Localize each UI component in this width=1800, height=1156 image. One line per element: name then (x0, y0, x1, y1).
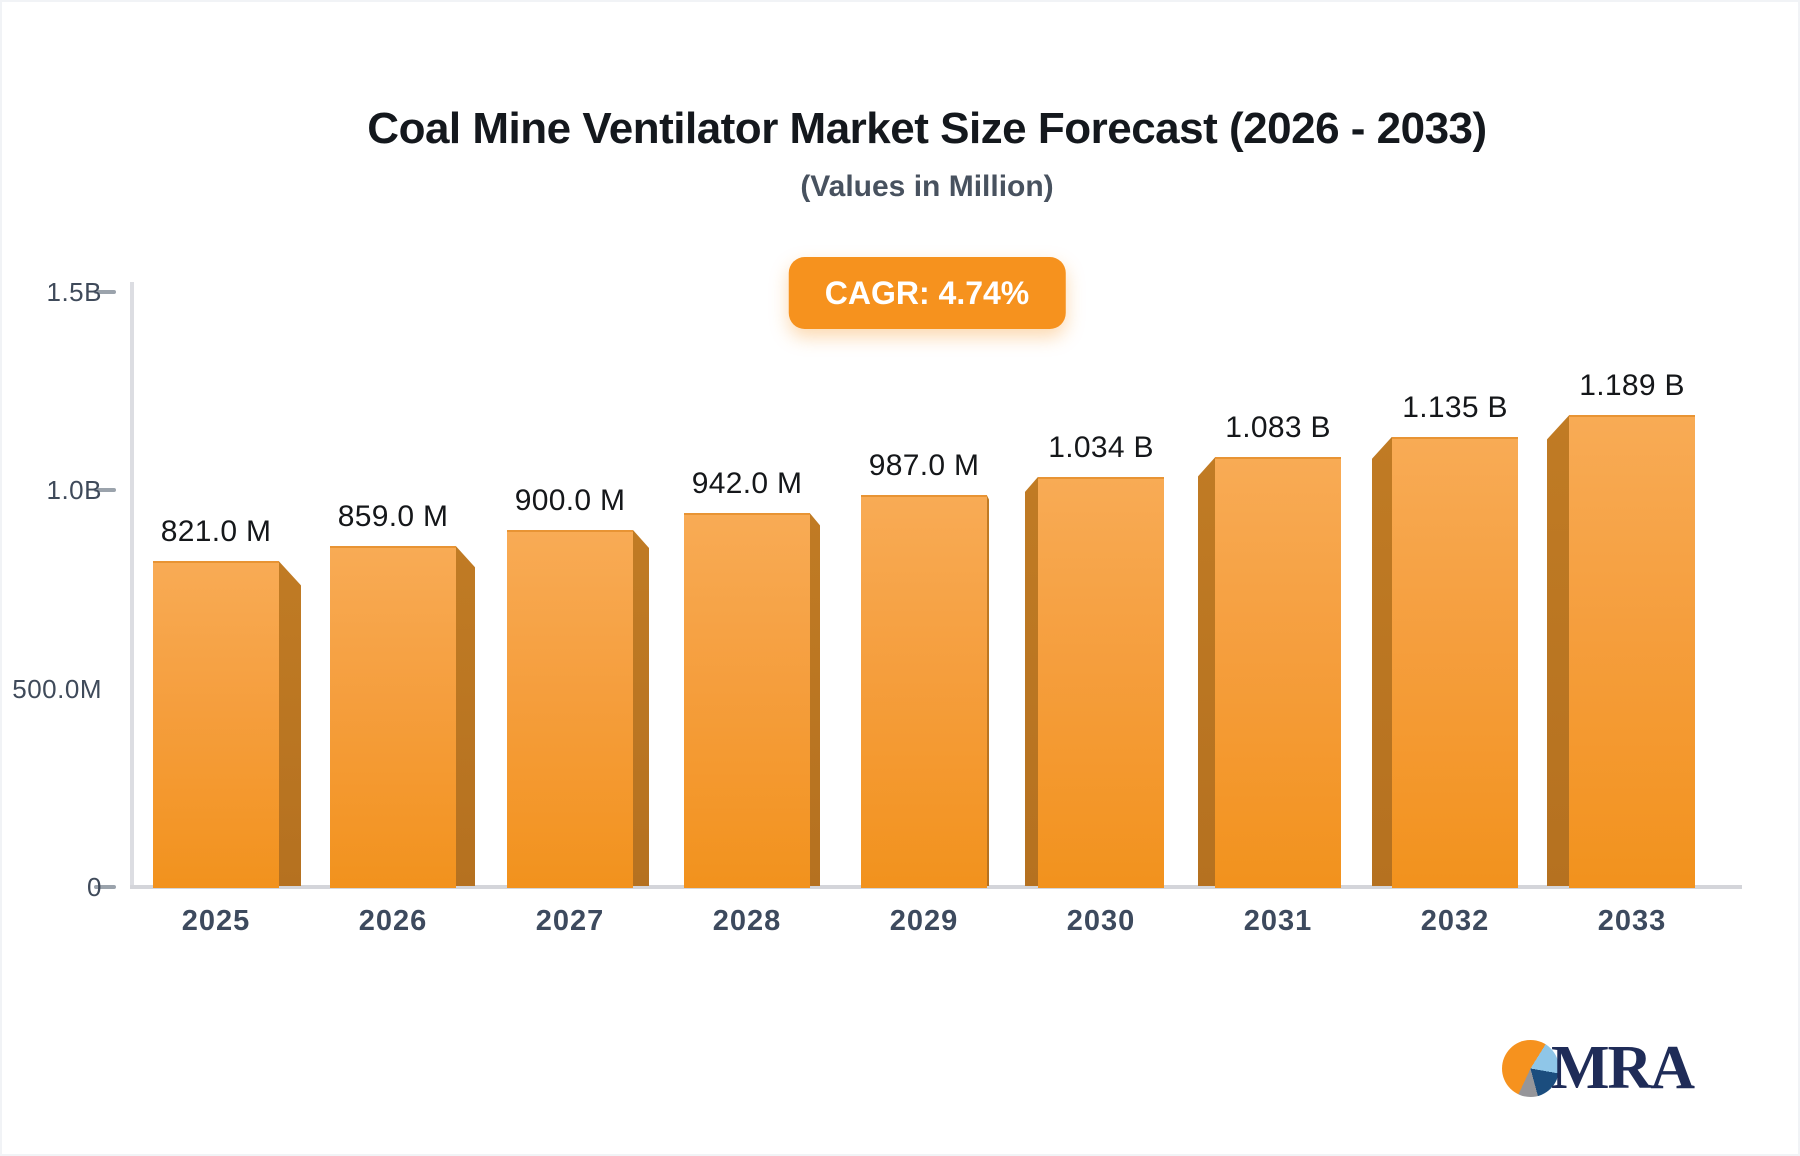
x-axis-category-label: 2029 (889, 905, 959, 937)
bar-value-label: 987.0 M (868, 449, 980, 483)
bar-3d-side (1198, 457, 1215, 886)
x-axis-category-label: 2031 (1243, 905, 1313, 937)
x-axis-category-label: 2032 (1420, 905, 1490, 937)
y-axis-tick-label: 500.0M (12, 673, 102, 704)
bar-3d-side (279, 561, 301, 886)
x-axis-category-label: 2028 (712, 905, 782, 937)
bar-2027 (507, 530, 633, 888)
bar-2029 (861, 495, 987, 888)
bar-3d-side (1547, 415, 1569, 886)
bar-value-label: 942.0 M (691, 467, 803, 501)
y-axis-tick-label: 0 (87, 872, 102, 902)
y-axis-tick-mark (94, 290, 116, 294)
bar-3d-side (1025, 476, 1038, 886)
bar-3d-side (810, 513, 820, 886)
pie-chart-logo-icon (1502, 1040, 1559, 1097)
bar-2031 (1215, 457, 1341, 888)
bar-value-label: 1.083 B (1225, 411, 1331, 445)
x-axis-category-label: 2026 (358, 905, 428, 937)
bar-3d-side (1372, 436, 1392, 886)
bar-2033 (1569, 415, 1695, 888)
bar-value-label: 1.135 B (1402, 390, 1508, 424)
bar-value-label: 1.034 B (1048, 430, 1154, 464)
bar-value-label: 900.0 M (514, 484, 626, 517)
bar-3d-side (456, 546, 475, 886)
bar-value-label: 821.0 M (160, 515, 272, 549)
logo-text: MRA (1551, 1034, 1695, 1102)
x-axis-category-label: 2030 (1066, 905, 1136, 937)
bar-2028 (684, 513, 810, 888)
y-axis-tick-label: 1.0B (46, 475, 102, 506)
chart-title: Coal Mine Ventilator Market Size Forecas… (367, 104, 1487, 153)
bar-2026 (330, 546, 456, 888)
x-axis-category-label: 2033 (1597, 905, 1667, 937)
bar-2030 (1038, 476, 1164, 888)
bar-value-label: 859.0 M (337, 500, 449, 534)
x-axis-category-label: 2025 (181, 905, 251, 937)
bar-3d-side (987, 495, 989, 886)
chart-subtitle: (Values in Million) (800, 170, 1054, 203)
y-axis-tick-mark (94, 488, 116, 493)
bar-2025 (153, 561, 279, 888)
bar-2032 (1392, 436, 1518, 888)
bar-value-label: 1.189 B (1579, 369, 1685, 403)
y-axis-line (130, 282, 134, 889)
mra-logo: MRA (1502, 1034, 1695, 1102)
cagr-badge: CAGR: 4.74% (788, 257, 1066, 329)
y-axis-tick-mark (94, 885, 116, 889)
x-axis-category-label: 2027 (535, 905, 605, 937)
bar-3d-side (633, 530, 649, 886)
y-axis-tick-label: 1.5B (46, 277, 102, 307)
